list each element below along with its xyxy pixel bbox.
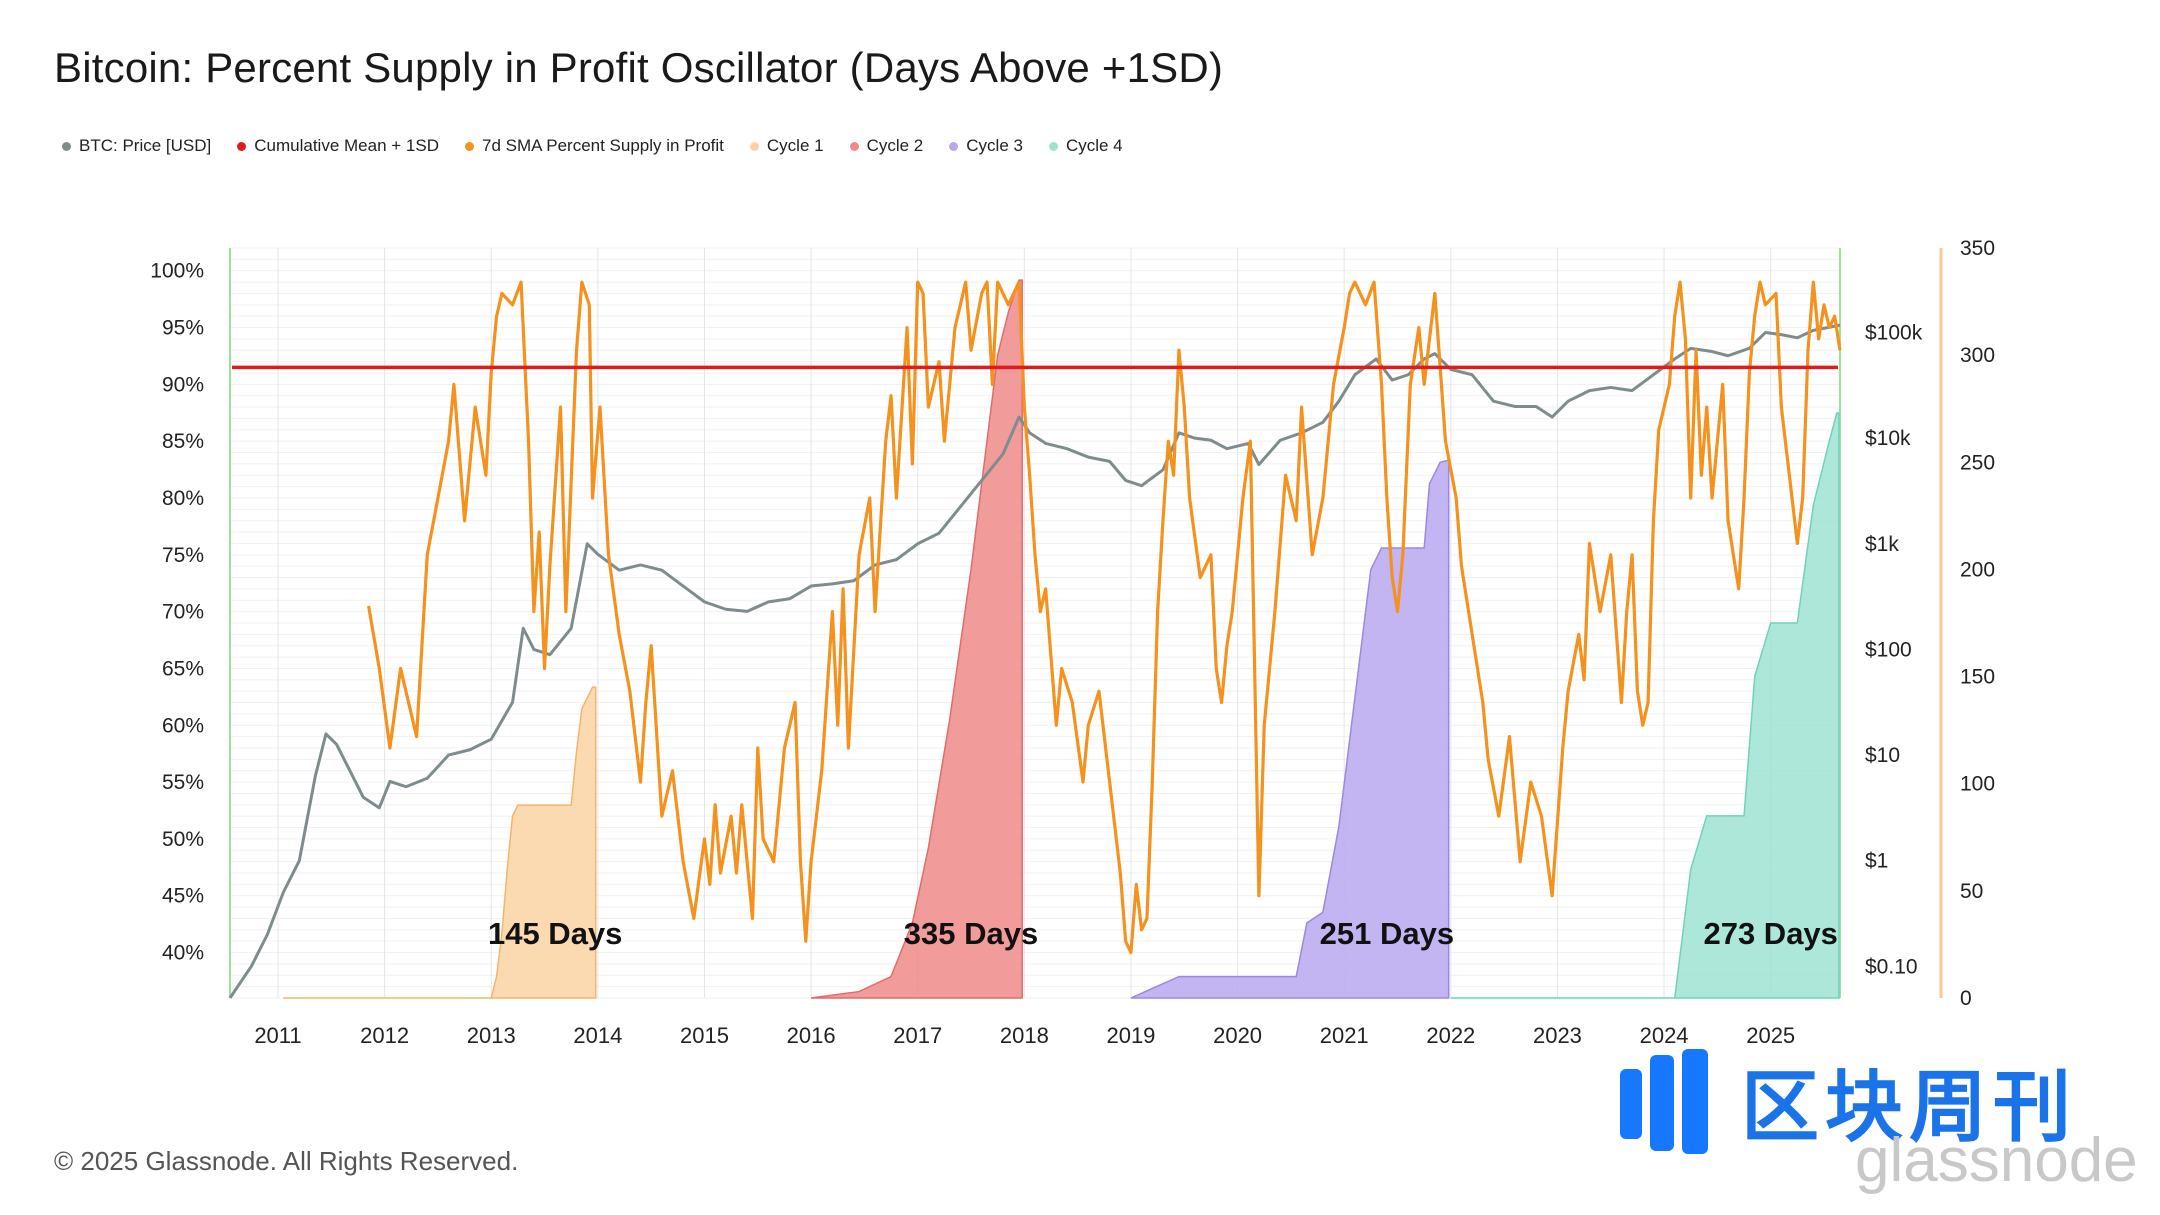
legend-dot-icon — [62, 141, 71, 151]
y-left-tick-label: 50% — [162, 828, 204, 851]
x-tick-label: 2025 — [1746, 1023, 1795, 1048]
legend-item-price[interactable]: BTC: Price [USD] — [62, 136, 211, 156]
y-left-tick-label: 40% — [162, 942, 204, 965]
legend-dot-icon — [949, 141, 959, 151]
x-tick-label: 2022 — [1426, 1023, 1475, 1048]
cycle-area-2 — [810, 279, 1023, 999]
y-left-tick-label: 80% — [162, 487, 204, 510]
price-line — [228, 323, 1841, 999]
legend-item-cycle3[interactable]: Cycle 3 — [949, 136, 1023, 156]
y-days-tick-label: 250 — [1960, 451, 1995, 474]
y-left-tick-label: 45% — [162, 885, 204, 908]
y-days-tick-label: 200 — [1960, 558, 1995, 581]
cycle-area-1 — [283, 686, 597, 999]
y-days-tick-label: 350 — [1960, 237, 1995, 260]
y-left-tick-label: 95% — [162, 317, 204, 340]
supply-in-profit-line — [367, 280, 1842, 955]
legend-item-cycle4[interactable]: Cycle 4 — [1048, 136, 1123, 156]
chart-legend: BTC: Price [USD] Cumulative Mean + 1SD 7… — [62, 136, 1123, 156]
glassnode-brand-watermark: glassnode — [1855, 1126, 2138, 1195]
cycle-days-annotation: 335 Days — [904, 916, 1038, 951]
x-tick-label: 2015 — [680, 1023, 729, 1048]
legend-item-supply[interactable]: 7d SMA Percent Supply in Profit — [464, 136, 724, 156]
y-left-tick-label: 55% — [162, 771, 204, 794]
legend-label: Cycle 3 — [966, 136, 1023, 155]
qukuaizhoukan-text: 区块周刊 — [1741, 1063, 2078, 1153]
y-left-tick-label: 70% — [162, 601, 204, 624]
y-left-tick-label: 75% — [162, 544, 204, 567]
x-tick-label: 2012 — [360, 1023, 409, 1048]
y-days-tick-label: 0 — [1960, 987, 1972, 1010]
y-price-tick-label: $0.10 — [1865, 955, 1918, 978]
legend-label: 7d SMA Percent Supply in Profit — [481, 136, 724, 155]
y-left-tick-label: 85% — [162, 430, 204, 453]
cycle-days-annotation: 145 Days — [488, 916, 622, 951]
y-price-tick-label: $1k — [1865, 533, 1899, 556]
legend-label: Cycle 4 — [1065, 136, 1123, 155]
y-left-tick-label: 60% — [162, 714, 204, 737]
x-tick-label: 2014 — [573, 1023, 622, 1048]
x-tick-label: 2019 — [1106, 1023, 1155, 1048]
legend-label: Cumulative Mean + 1SD — [254, 136, 439, 155]
y-left-tick-label: 65% — [162, 657, 204, 680]
copyright-text: © 2025 Glassnode. All Rights Reserved. — [54, 1146, 519, 1176]
x-tick-label: 2021 — [1320, 1023, 1369, 1048]
legend-label: Cycle 1 — [766, 136, 824, 155]
legend-dot-icon — [237, 141, 247, 151]
y-price-tick-label: $10k — [1865, 427, 1911, 450]
legend-item-cycle2[interactable]: Cycle 2 — [849, 136, 924, 156]
x-tick-label: 2017 — [893, 1023, 942, 1048]
x-tick-label: 2016 — [787, 1023, 836, 1048]
legend-item-cycle1[interactable]: Cycle 1 — [749, 136, 824, 156]
chart-title: Bitcoin: Percent Supply in Profit Oscill… — [54, 44, 1224, 91]
legend-dot-icon — [849, 141, 859, 151]
y-price-tick-label: $100 — [1865, 638, 1912, 661]
x-tick-label: 2013 — [467, 1023, 516, 1048]
cycle-days-annotation: 273 Days — [1703, 916, 1837, 951]
y-days-tick-label: 100 — [1960, 773, 1995, 796]
y-left-tick-label: 100% — [150, 260, 204, 283]
y-days-tick-label: 150 — [1960, 666, 1995, 689]
cycle-area-3 — [1130, 459, 1450, 999]
x-tick-label: 2020 — [1213, 1023, 1262, 1048]
cycle-area-4 — [1450, 412, 1840, 999]
x-tick-label: 2024 — [1640, 1023, 1689, 1048]
legend-item-threshold[interactable]: Cumulative Mean + 1SD — [237, 136, 439, 156]
y-price-tick-label: $1 — [1865, 850, 1888, 873]
legend-dot-icon — [1048, 141, 1058, 151]
qukuaizhoukan-watermark: 区块周刊 — [1620, 1045, 2077, 1157]
legend-dot-icon — [749, 141, 759, 151]
y-days-tick-label: 300 — [1960, 344, 1995, 367]
qukuaizhoukan-logo-icon — [1620, 1048, 1725, 1154]
x-tick-label: 2023 — [1533, 1023, 1582, 1048]
y-days-tick-label: 50 — [1960, 880, 1983, 903]
y-price-tick-label: $100k — [1865, 322, 1923, 345]
legend-dot-icon — [464, 141, 474, 151]
cycle-days-annotation: 251 Days — [1320, 916, 1454, 951]
x-tick-label: 2011 — [254, 1023, 301, 1048]
y-price-tick-label: $10 — [1865, 744, 1900, 767]
y-left-tick-label: 90% — [162, 373, 204, 396]
legend-label: BTC: Price [USD] — [79, 136, 212, 155]
x-tick-label: 2018 — [1000, 1023, 1049, 1048]
legend-label: Cycle 2 — [866, 136, 924, 155]
